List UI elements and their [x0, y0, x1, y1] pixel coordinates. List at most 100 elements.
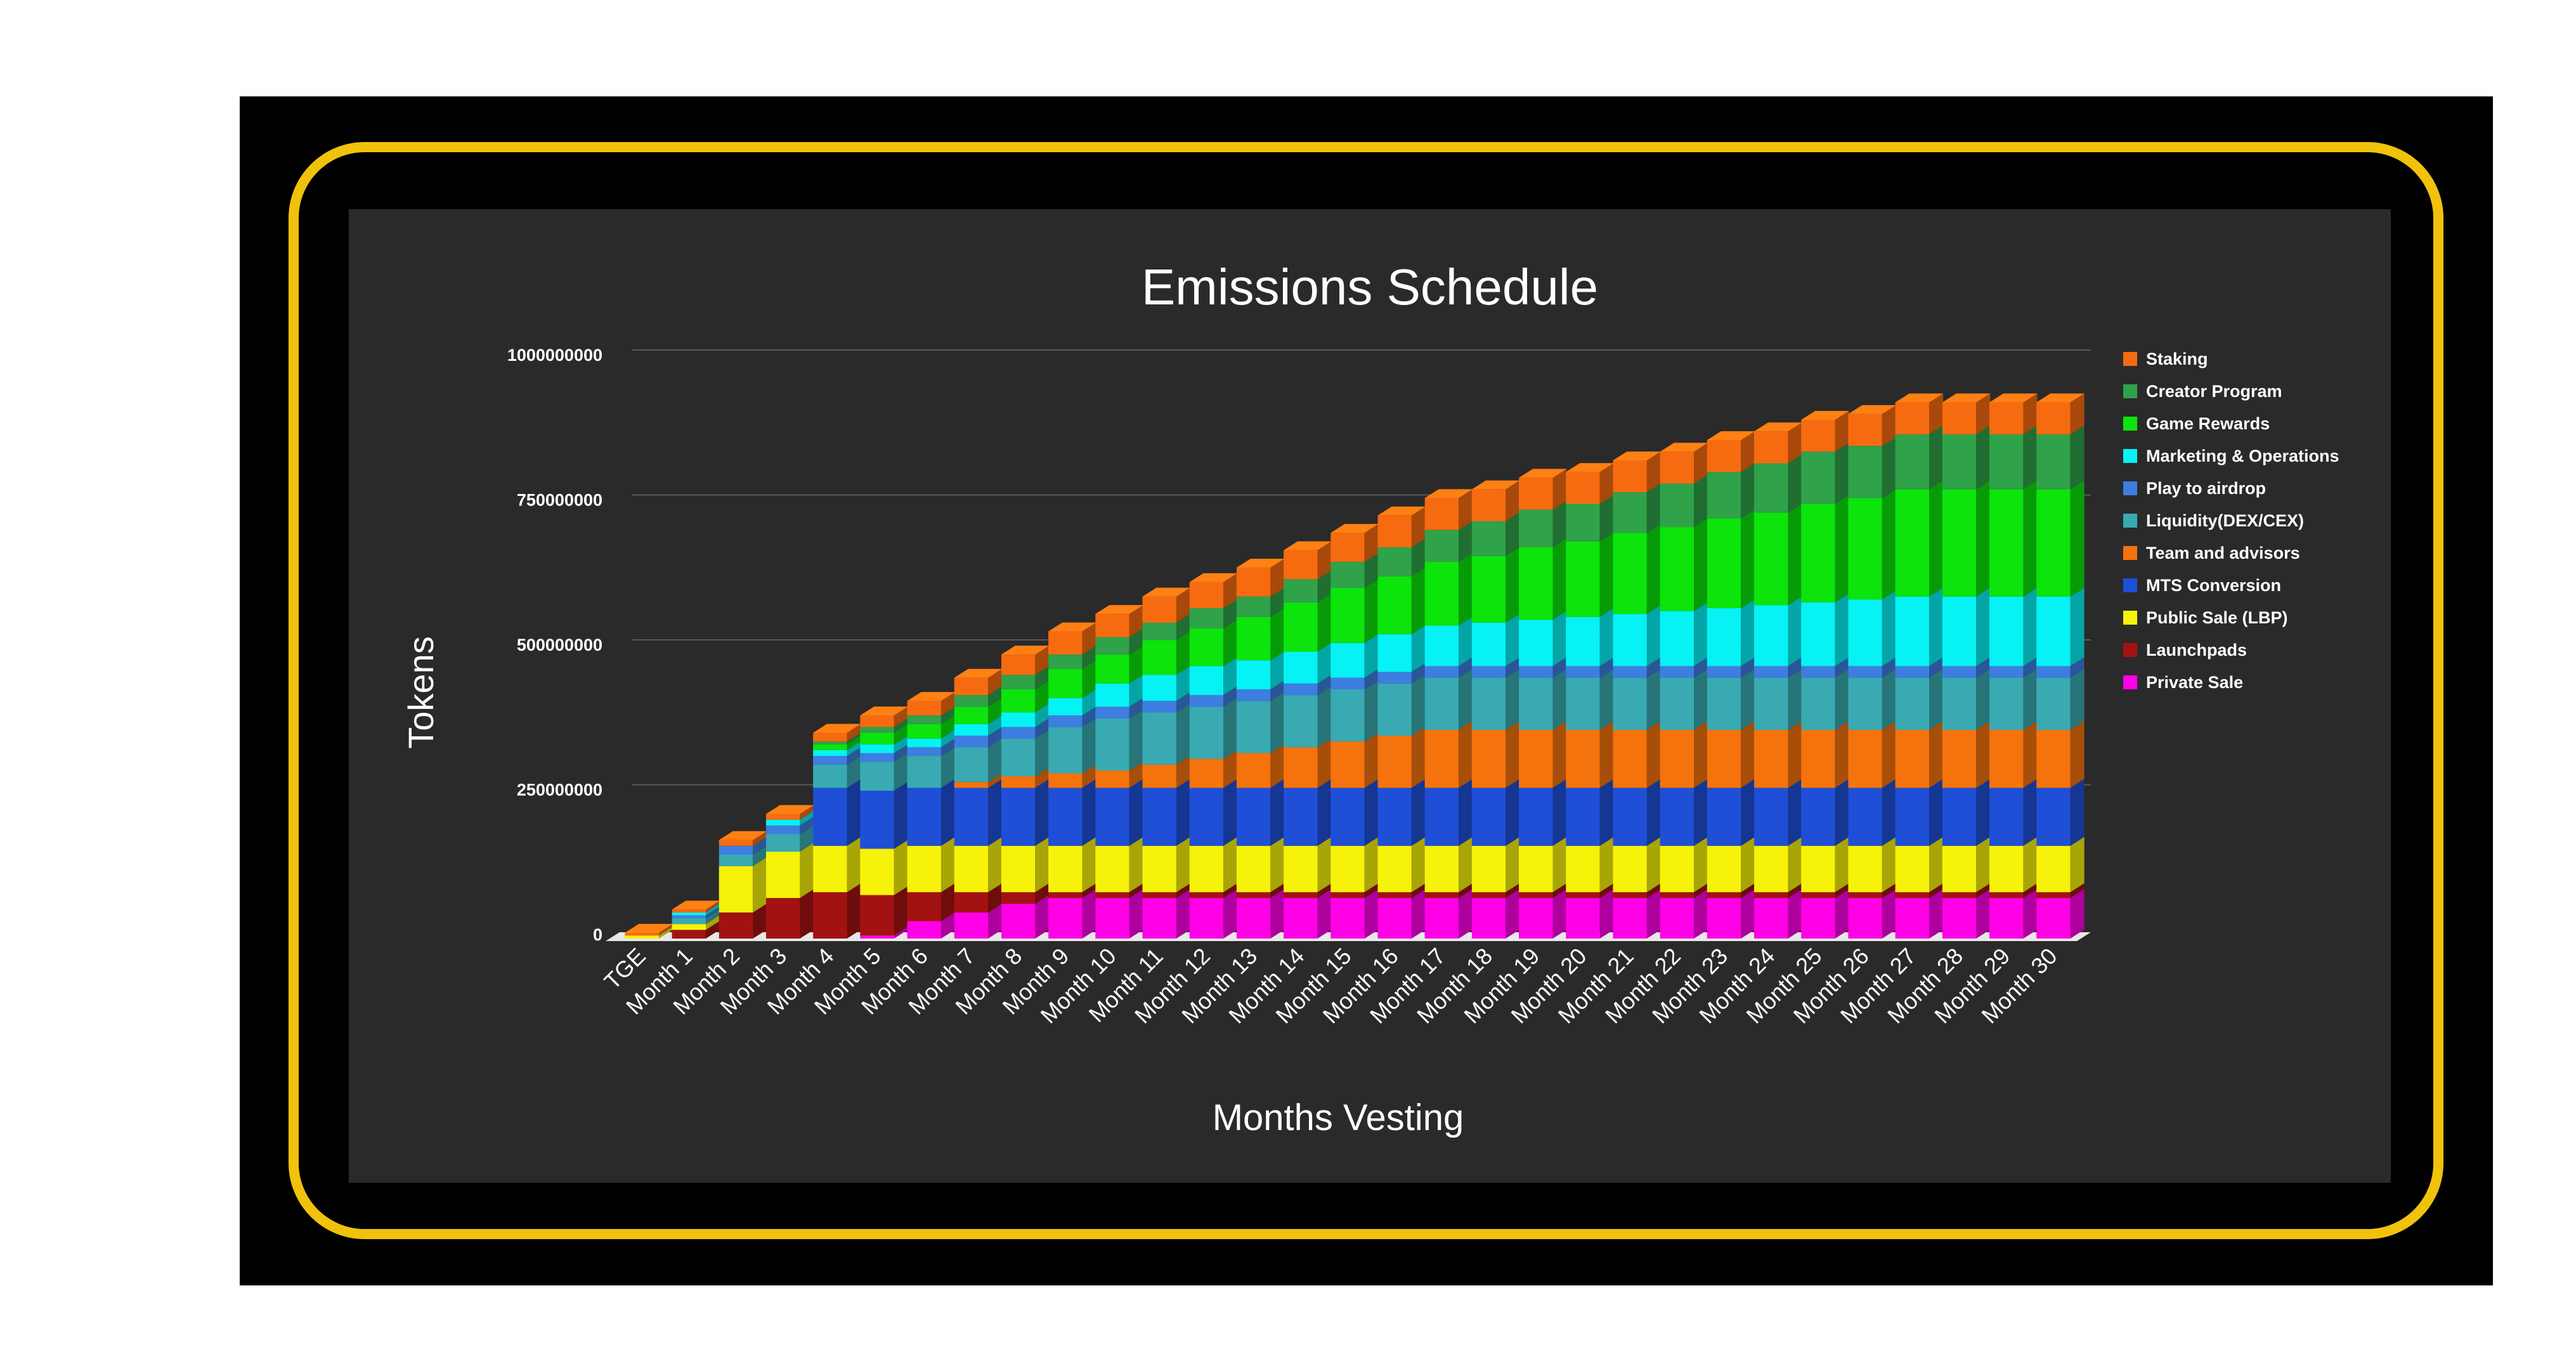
- bar-segment: [1519, 677, 1553, 730]
- bar-segment: [1566, 472, 1600, 504]
- bar-segment: [1848, 677, 1882, 730]
- bar-segment: [1942, 892, 1977, 899]
- bar-segment: [1754, 788, 1788, 846]
- bar-segment: [813, 756, 847, 765]
- bar-segment: [1095, 654, 1129, 684]
- bar-segment: [1095, 683, 1129, 707]
- bar-segment: [1660, 677, 1695, 730]
- bar-segment-side: [1788, 596, 1802, 666]
- bar-segment-side: [1835, 495, 1849, 602]
- bar-segment-side: [1270, 889, 1285, 939]
- bar-segment-side: [1976, 779, 1991, 846]
- bar-segment: [1801, 788, 1835, 846]
- bar-segment-side: [1506, 836, 1520, 892]
- bar-segment-side: [1082, 706, 1096, 727]
- bar-segment: [1048, 698, 1083, 716]
- bar-segment-side: [1459, 720, 1473, 788]
- bar-segment: [1424, 625, 1459, 666]
- bar-segment: [1236, 660, 1271, 689]
- bar-stack: [1048, 622, 1096, 939]
- bar-segment-side: [1694, 443, 1708, 484]
- bar-segment-side: [1176, 666, 1190, 701]
- bar-stack: [1566, 463, 1614, 939]
- bar-segment: [813, 845, 847, 892]
- bar-segment: [1895, 434, 1930, 490]
- bar-segment-side: [1459, 521, 1473, 562]
- bar-segment: [1519, 547, 1553, 620]
- bar-segment-side: [1129, 836, 1143, 892]
- bar-segment: [1236, 568, 1271, 597]
- bar-segment: [1942, 788, 1977, 846]
- bar-segment: [1613, 492, 1647, 533]
- bar-segment: [1142, 898, 1176, 939]
- bar-segment-side: [2023, 720, 2038, 788]
- bar-segment-side: [1929, 657, 1944, 678]
- bar-segment-side: [1082, 646, 1096, 669]
- bar-segment: [1189, 695, 1224, 707]
- bar-segment: [1236, 701, 1271, 753]
- bar-segment: [2036, 489, 2071, 597]
- bar-segment-side: [847, 724, 861, 742]
- bar-segment: [1848, 446, 1882, 498]
- bar-segment-side: [706, 906, 720, 919]
- bar-segment: [1048, 727, 1083, 774]
- bar-segment: [1189, 666, 1224, 696]
- bar-segment-side: [1035, 703, 1050, 727]
- bar-segment: [1284, 695, 1318, 748]
- bar-segment-side: [940, 729, 955, 748]
- bar-segment-side: [1835, 593, 1849, 666]
- bar-segment: [1660, 666, 1695, 678]
- bar-segment: [954, 724, 989, 736]
- bar-segment: [1613, 614, 1647, 666]
- bar-segment: [1471, 845, 1506, 892]
- bar-segment-side: [1646, 657, 1661, 678]
- bar-stack: [1519, 469, 1567, 939]
- legend-item: Private Sale: [2123, 673, 2243, 692]
- bar-segment: [1424, 677, 1459, 730]
- bar-segment: [1284, 683, 1318, 696]
- bar-segment: [1566, 729, 1600, 788]
- bar-segment: [1471, 898, 1506, 939]
- bar-segment: [1001, 845, 1036, 892]
- bar-segment: [1330, 741, 1365, 788]
- bar-segment: [1330, 892, 1365, 899]
- bar-segment: [1330, 689, 1365, 742]
- bar-segment: [672, 915, 706, 919]
- bar-segment: [1707, 845, 1741, 892]
- legend-item: Team and advisors: [2123, 543, 2300, 562]
- bar-segment-side: [706, 909, 720, 925]
- bar-segment: [1095, 718, 1129, 771]
- bar-segment: [1989, 596, 2024, 666]
- legend-label: Liquidity(DEX/CEX): [2146, 511, 2304, 530]
- bar-segment: [860, 744, 894, 753]
- bar-segment-side: [847, 883, 861, 939]
- legend-swatch: [2123, 384, 2137, 398]
- bar-segment: [1660, 611, 1695, 666]
- bar-segment-side: [1082, 718, 1096, 774]
- bar-segment: [1424, 561, 1459, 626]
- bar-segment: [1377, 898, 1412, 939]
- bar-segment-side: [1929, 480, 1944, 597]
- bar-segment: [1236, 596, 1271, 617]
- y-tick-label: 0: [593, 925, 602, 944]
- legend-swatch: [2123, 417, 2137, 431]
- bar-segment-side: [2023, 668, 2038, 730]
- bar-segment-side: [1976, 836, 1991, 892]
- bar-segment: [1519, 729, 1553, 788]
- bar-segment-side: [800, 825, 814, 852]
- bar-segment: [1236, 616, 1271, 661]
- bar-segment: [907, 724, 941, 739]
- bar-segment-side: [1694, 657, 1708, 678]
- bar-segment-side: [1929, 393, 1944, 434]
- bar-segment-side: [1646, 720, 1661, 788]
- bar-segment: [907, 845, 941, 892]
- bar-segment-side: [1129, 605, 1143, 637]
- bar-segment-side: [894, 724, 908, 745]
- bar-segment: [1613, 788, 1647, 846]
- bar-segment: [1142, 892, 1176, 899]
- bar-segment-side: [1882, 590, 1896, 666]
- bar-segment-side: [1035, 836, 1050, 892]
- bar-segment: [1095, 637, 1129, 655]
- bar-segment: [813, 892, 847, 939]
- bar-segment-side: [1364, 634, 1379, 678]
